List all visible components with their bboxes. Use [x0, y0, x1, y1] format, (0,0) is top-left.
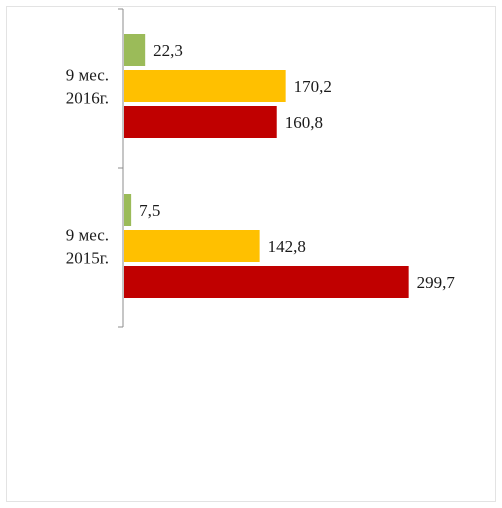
data-label-s2-c0: 160,8	[285, 113, 323, 132]
category-label-0: 9 мес. 2016г.	[66, 66, 109, 108]
bar-s0-c1	[124, 194, 132, 226]
bar-s2-c1	[124, 266, 409, 298]
bar-s1-c0	[124, 70, 286, 102]
data-label-s0-c1: 7,5	[139, 201, 160, 220]
category-label-1: 9 мес. 2015г.	[66, 226, 109, 268]
data-label-s1-c1: 142,8	[268, 237, 306, 256]
data-label-s1-c0: 170,2	[294, 77, 332, 96]
data-label-s0-c0: 22,3	[153, 41, 183, 60]
data-label-s2-c1: 299,7	[417, 273, 456, 292]
bar-s1-c1	[124, 230, 260, 262]
bar-s2-c0	[124, 106, 277, 138]
bar-s0-c0	[124, 34, 146, 66]
